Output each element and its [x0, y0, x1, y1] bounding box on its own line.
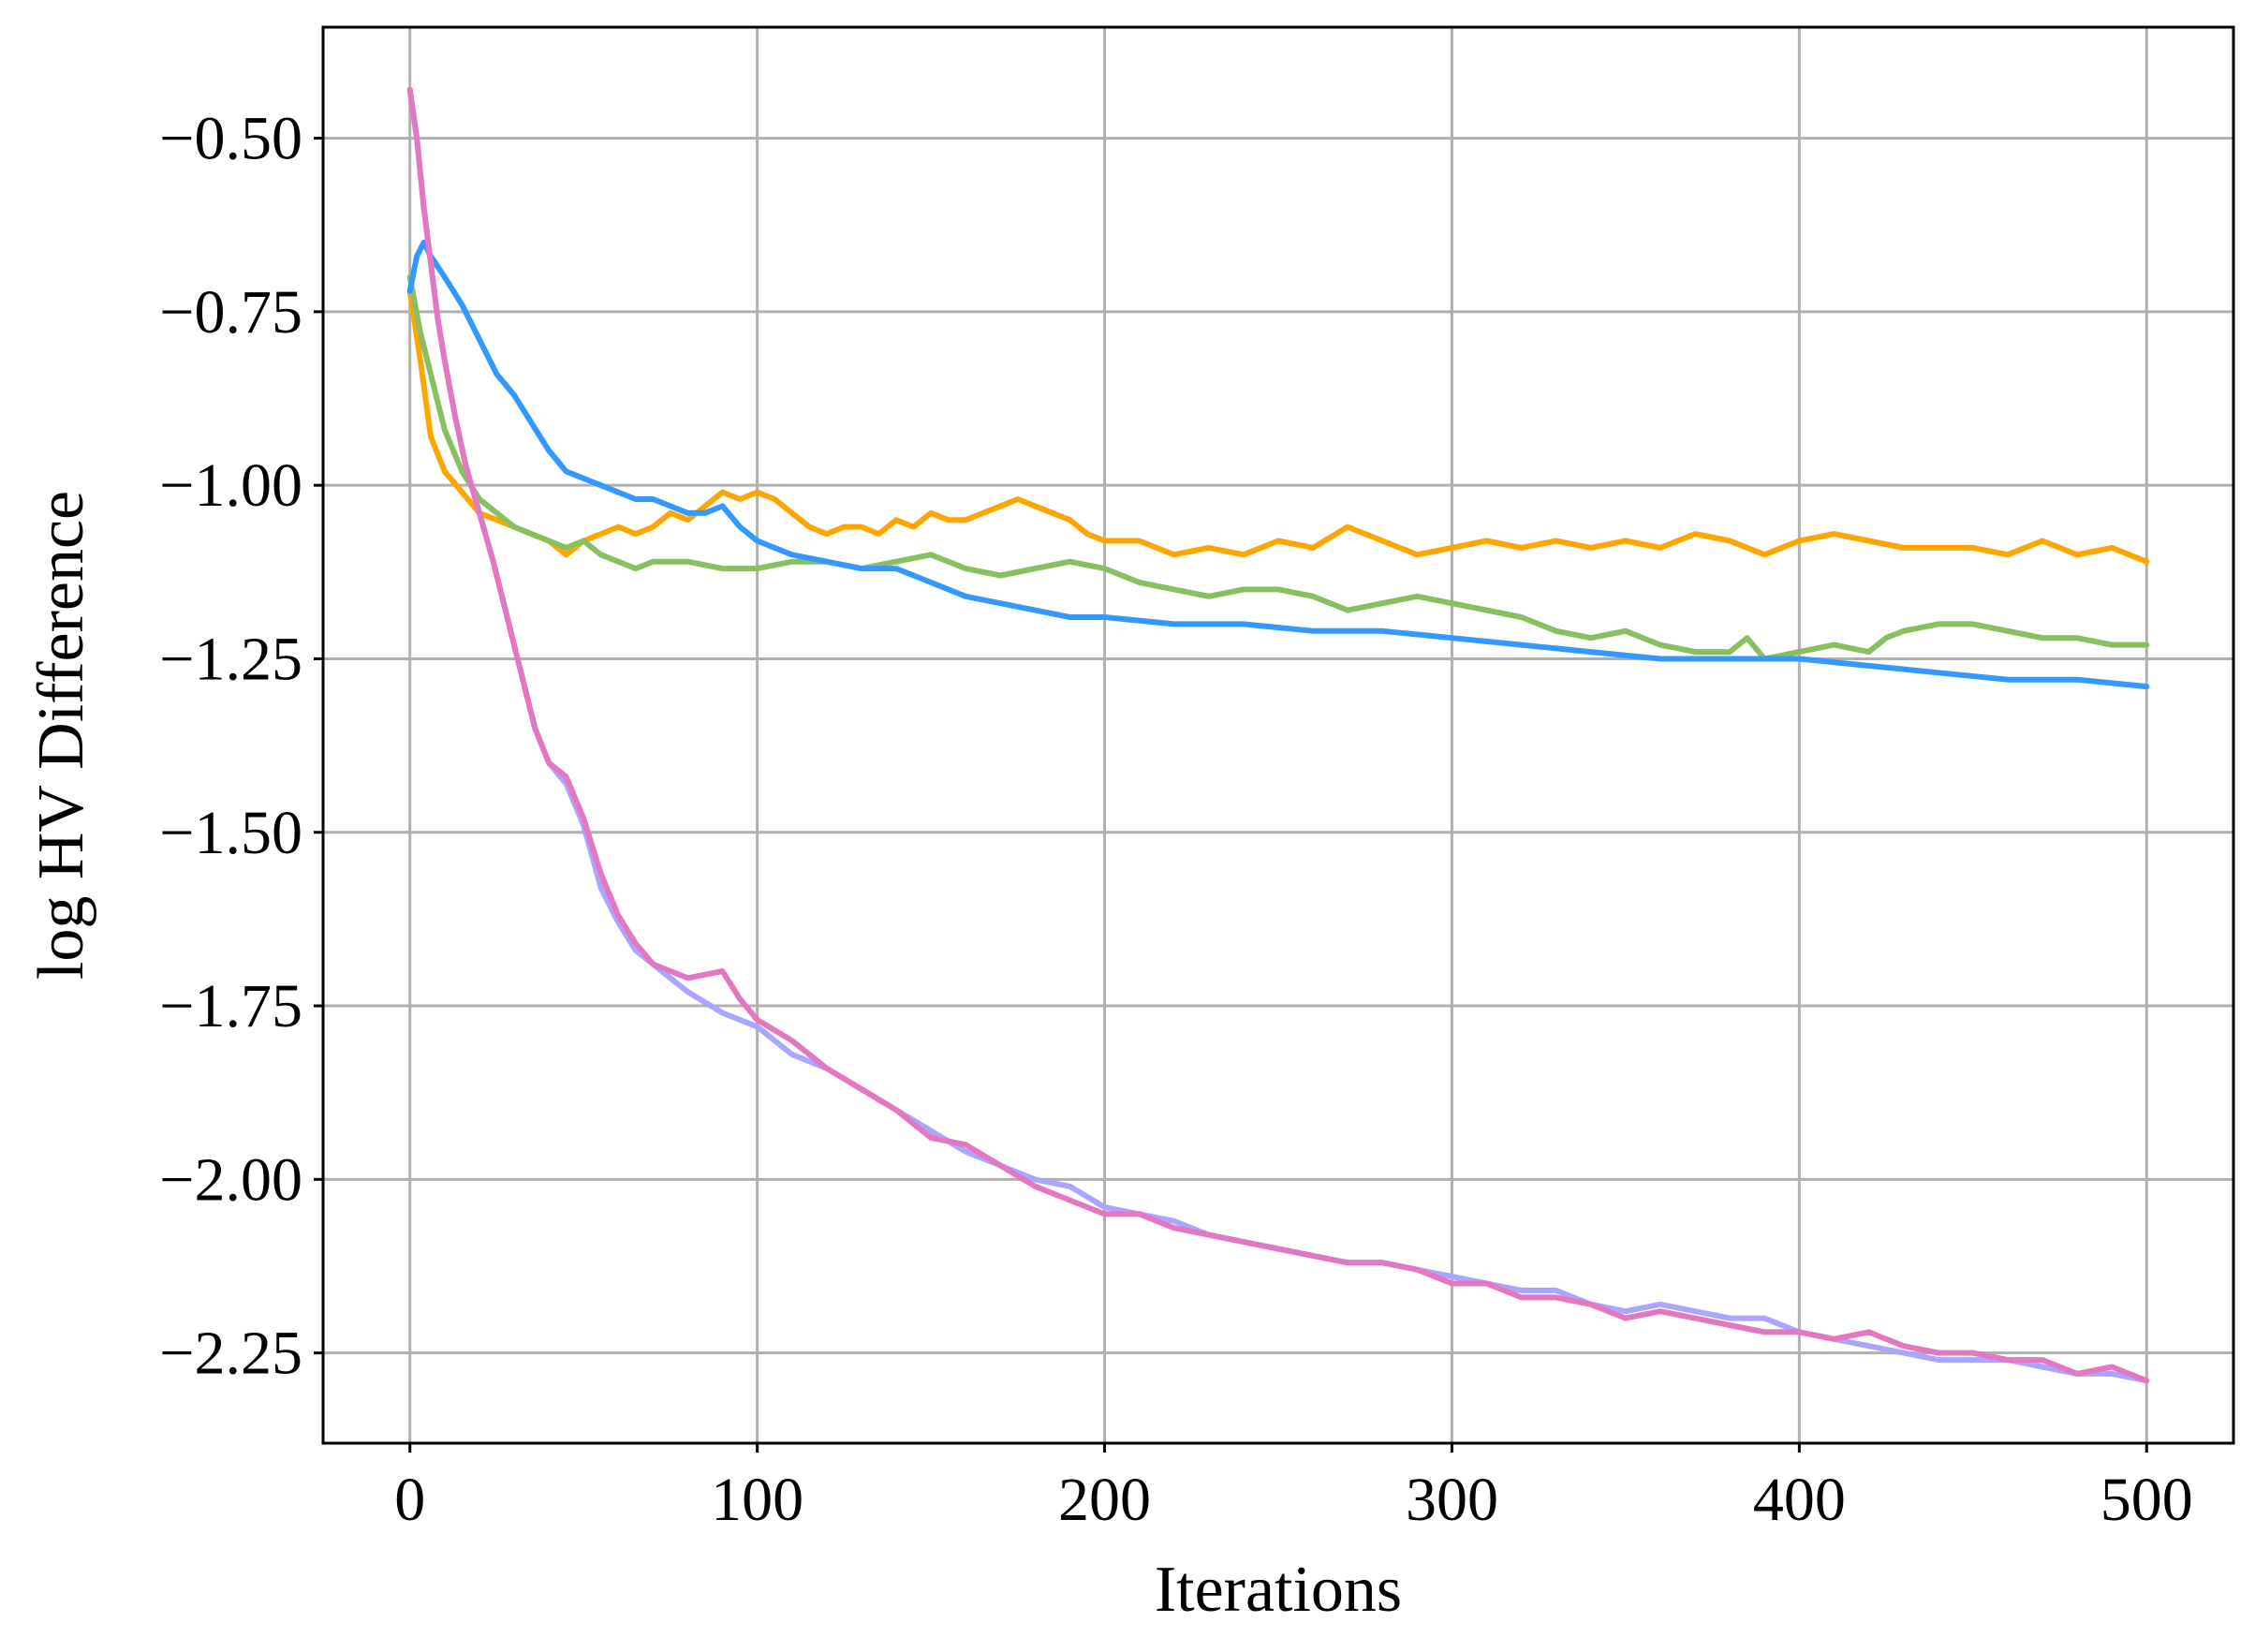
- series-line-1: [406, 288, 2150, 565]
- data-series: [406, 86, 2150, 1384]
- y-tick-label: −2.25: [159, 1320, 302, 1388]
- x-tick-label: 200: [1058, 1466, 1151, 1534]
- y-tick-label: −1.25: [159, 625, 302, 693]
- x-axis-ticks: 0 100 200 300 400 500: [394, 1443, 2193, 1534]
- plot-frame: [321, 25, 2235, 1445]
- series-line-2: [406, 273, 2150, 662]
- series-line-5: [406, 86, 2150, 1384]
- x-tick-label: 100: [711, 1466, 803, 1534]
- x-tick-label: 0: [394, 1466, 425, 1534]
- y-axis-label: log HV Difference: [25, 491, 97, 980]
- x-tick-label: 300: [1406, 1466, 1498, 1534]
- y-axis-ticks: −0.50 −0.75 −1.00 −1.25 −1.50 −1.75 −2.00 −2.25: [159, 105, 323, 1388]
- x-tick-label: 400: [1753, 1466, 1846, 1534]
- x-axis-label: Iterations: [1155, 1554, 1402, 1626]
- y-tick-label: −0.50: [159, 105, 302, 173]
- y-tick-label: −0.75: [159, 278, 302, 347]
- y-tick-label: −1.50: [159, 799, 302, 867]
- x-tick-label: 500: [2100, 1466, 2193, 1534]
- y-tick-label: −1.75: [159, 972, 302, 1040]
- y-tick-label: −1.00: [159, 451, 302, 520]
- y-tick-label: −2.00: [159, 1145, 302, 1214]
- series-line-3: [406, 239, 2150, 690]
